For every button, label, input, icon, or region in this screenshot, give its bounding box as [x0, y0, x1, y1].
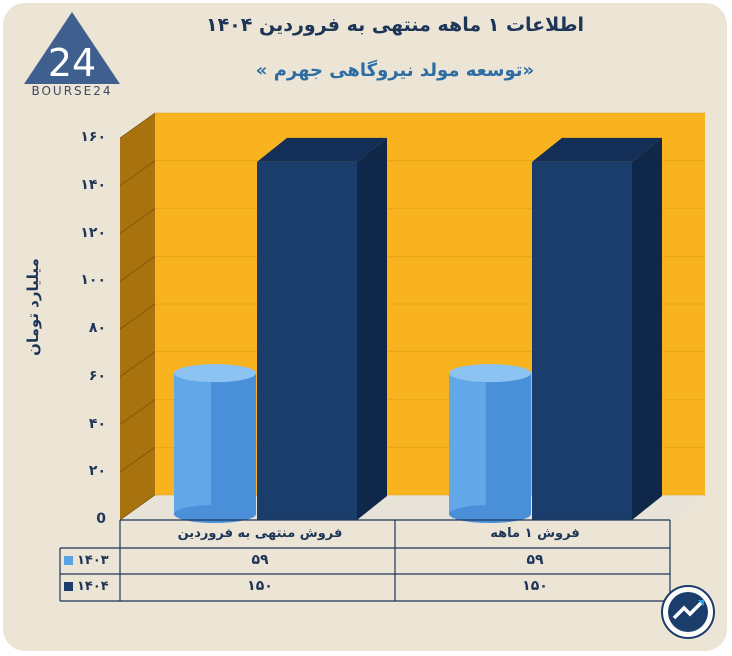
bar-1404-top-1: [532, 137, 662, 162]
y-tick-label-1: ۲۰: [88, 463, 106, 480]
category-label-0: فروش منتهی به فروردین: [177, 526, 343, 541]
table-cell-1404-0: ۱۵۰: [247, 578, 273, 594]
y-tick-label-8: ۱۶۰: [80, 129, 106, 145]
chart-subtitle: «توسعه مولد نیروگاهی جهرم »: [255, 60, 535, 81]
bar-1403-top-0: [174, 364, 256, 383]
svg-text:24: 24: [48, 41, 96, 85]
gridline-side-7: [119, 160, 156, 186]
legend-label-1403: ۱۴۰۳: [77, 553, 109, 568]
gridline-side-2: [119, 399, 156, 425]
legend-label-1404: ۱۴۰۴: [77, 579, 109, 594]
bar-1404-1: [532, 161, 632, 520]
chart-title: اطلاعات ۱ ماهه منتهی به فروردین ۱۴۰۴: [205, 14, 584, 36]
y-tick-label-4: ۸۰: [88, 320, 106, 336]
bar-1403-base-1: [449, 505, 531, 523]
legend-swatch-1403: [64, 556, 73, 565]
gridline-side-8: [119, 112, 156, 139]
gridline-side-5: [119, 256, 156, 282]
y-tick-label-2: ۴۰: [88, 415, 106, 432]
gridline-side-3: [119, 351, 156, 377]
gridline-side-6: [119, 208, 156, 234]
y-tick-label-3: ۶۰: [88, 367, 106, 384]
logo-text: BOURSE24: [31, 84, 113, 98]
legend-1404: ۱۴۰۴: [64, 579, 124, 594]
table-cell-1404-1: ۱۵۰: [522, 578, 548, 594]
bar-1403-highlight-1: [449, 373, 486, 514]
gridline-side-1: [119, 447, 156, 473]
bourse24-logo: 24: [24, 12, 120, 85]
bar-1404-side-0: [357, 137, 387, 520]
bar-1404-side-1: [632, 137, 662, 520]
bar-1403-top-1: [449, 364, 531, 383]
category-label-1: فروش ۱ ماهه: [490, 526, 580, 541]
y-tick-label-7: ۱۴۰: [80, 176, 106, 193]
table-cell-1403-1: ۵۹: [526, 552, 544, 568]
table-cell-1403-0: ۵۹: [251, 552, 269, 568]
y-tick-label-0: 0: [96, 511, 106, 527]
bar-1404-0: [257, 161, 357, 520]
bar-1404-top-0: [257, 137, 387, 162]
legend-swatch-1404: [64, 582, 73, 591]
gridline-side-4: [119, 303, 156, 330]
y-tick-label-6: ۱۲۰: [80, 224, 106, 241]
gridline-side-0: [119, 494, 156, 521]
legend-1403: ۱۴۰۳: [64, 553, 124, 568]
bar-1403-highlight-0: [174, 373, 211, 514]
y-tick-label-5: ۱۰۰: [80, 272, 106, 289]
trend-badge-icon: [661, 585, 715, 639]
bar-1403-base-0: [174, 505, 256, 523]
